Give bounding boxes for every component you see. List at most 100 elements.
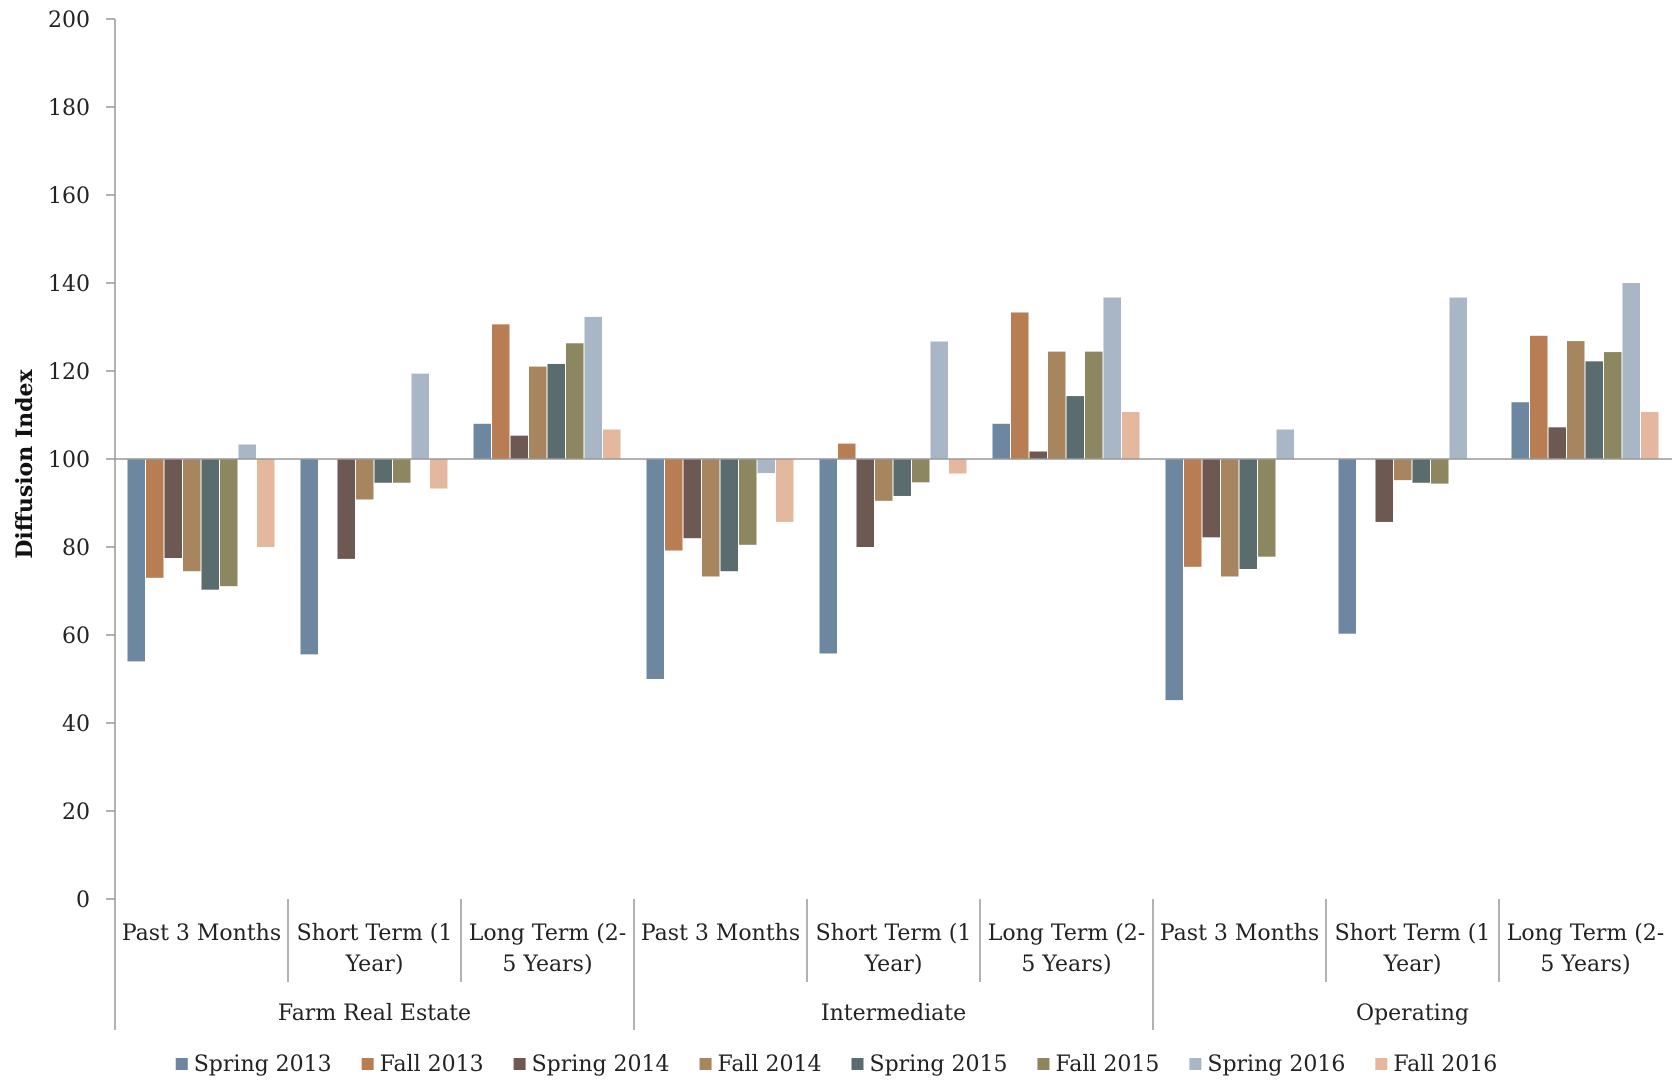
bars-layer — [127, 283, 1659, 701]
bar-spring-2015 — [893, 459, 911, 496]
y-tick-label: 40 — [62, 712, 90, 737]
legend-label: Fall 2015 — [1055, 1052, 1159, 1077]
bar-spring-2014 — [1202, 459, 1220, 538]
bar-fall-2014 — [1048, 351, 1066, 459]
bar-spring-2014 — [856, 459, 874, 547]
x-category-label: 5 Years) — [502, 952, 592, 977]
bar-spring-2013 — [127, 459, 145, 662]
bar-fall-2014 — [1221, 459, 1239, 577]
x-category-label: Short Term (1 — [816, 921, 972, 946]
bar-fall-2016 — [430, 459, 448, 489]
x-category-label: Past 3 Months — [641, 921, 800, 946]
bar-spring-2016 — [584, 316, 602, 459]
legend-swatch — [513, 1058, 526, 1070]
bar-spring-2016 — [1103, 297, 1121, 459]
bar-fall-2013 — [1184, 459, 1202, 567]
legend-label: Spring 2014 — [532, 1052, 670, 1077]
bar-spring-2014 — [1029, 451, 1047, 459]
bar-fall-2014 — [1567, 341, 1585, 459]
legend-swatch — [1037, 1058, 1050, 1070]
legend-label: Spring 2015 — [870, 1052, 1008, 1077]
legend: Spring 2013 Fall 2013 Spring 2014 Fall 2014… — [175, 1052, 1497, 1077]
x-category-label: Past 3 Months — [122, 921, 281, 946]
bar-spring-2015 — [1412, 459, 1430, 483]
bar-fall-2015 — [393, 459, 411, 483]
bar-spring-2015 — [1585, 361, 1603, 459]
x-group-label: Farm Real Estate — [278, 1001, 471, 1026]
bar-spring-2016 — [1622, 283, 1640, 459]
bar-spring-2015 — [720, 459, 738, 572]
x-category-label: Year) — [1383, 952, 1442, 977]
bar-fall-2014 — [875, 459, 893, 501]
x-category-label: Year) — [345, 952, 404, 977]
legend-label: Fall 2014 — [718, 1052, 822, 1077]
y-tick-label: 140 — [48, 272, 90, 297]
y-tick-label: 120 — [48, 360, 90, 385]
bar-fall-2015 — [739, 459, 757, 545]
bar-fall-2014 — [183, 459, 201, 572]
legend-swatch — [175, 1058, 188, 1070]
y-tick-label: 20 — [62, 800, 90, 825]
bar-fall-2014 — [1394, 459, 1412, 481]
bar-spring-2013 — [1165, 459, 1183, 701]
bar-fall-2015 — [912, 459, 930, 483]
y-axis-title: Diffusion Index — [12, 368, 38, 558]
bar-fall-2015 — [1604, 352, 1622, 459]
bar-spring-2014 — [1548, 427, 1566, 459]
x-category-label: Long Term (2- — [1507, 921, 1664, 946]
x-category-label: Long Term (2- — [988, 921, 1145, 946]
x-category-label: Short Term (1 — [1335, 921, 1491, 946]
bar-spring-2016 — [411, 373, 429, 459]
bar-fall-2015 — [1258, 459, 1276, 557]
bar-spring-2015 — [1066, 396, 1084, 459]
bar-spring-2016 — [1449, 297, 1467, 459]
bar-fall-2013 — [1530, 335, 1548, 459]
axes-layer — [106, 18, 1672, 1030]
legend-label: Spring 2013 — [194, 1052, 332, 1077]
labels-layer: 0 20 40 60 80 100 120 140 160 180 200 Diffusion Ind… — [12, 8, 1664, 1026]
bar-spring-2013 — [646, 459, 664, 679]
x-category-label: 5 Years) — [1540, 952, 1630, 977]
bar-spring-2013 — [819, 459, 837, 654]
legend-swatch — [361, 1058, 374, 1070]
bar-fall-2015 — [1431, 459, 1449, 484]
bar-spring-2014 — [164, 459, 182, 558]
bar-fall-2014 — [529, 366, 547, 459]
bar-fall-2014 — [702, 459, 720, 577]
y-tick-label: 200 — [48, 8, 90, 33]
bar-spring-2013 — [992, 423, 1010, 459]
legend-swatch — [1375, 1058, 1388, 1070]
bar-fall-2013 — [146, 459, 164, 578]
bar-spring-2016 — [1276, 429, 1294, 459]
legend-swatch — [851, 1058, 864, 1070]
x-group-label: Intermediate — [821, 1001, 966, 1026]
bar-spring-2015 — [547, 363, 565, 459]
bar-fall-2015 — [220, 459, 238, 587]
bar-spring-2013 — [1511, 402, 1529, 459]
x-category-label: Short Term (1 — [297, 921, 453, 946]
legend-label: Spring 2016 — [1207, 1052, 1345, 1077]
legend-swatch — [1189, 1058, 1202, 1070]
y-tick-label: 60 — [62, 624, 90, 649]
bar-spring-2014 — [1375, 459, 1393, 522]
bar-fall-2013 — [492, 324, 510, 459]
x-category-label: Past 3 Months — [1160, 921, 1319, 946]
bar-spring-2014 — [510, 435, 528, 459]
bar-fall-2016 — [257, 459, 275, 547]
legend-label: Fall 2016 — [1393, 1052, 1497, 1077]
bar-spring-2013 — [473, 423, 491, 459]
legend-swatch — [699, 1058, 712, 1070]
bar-fall-2013 — [665, 459, 683, 551]
y-tick-label: 100 — [48, 448, 90, 473]
y-tick-label: 180 — [48, 96, 90, 121]
bar-fall-2016 — [776, 459, 794, 522]
bar-fall-2015 — [1085, 351, 1103, 459]
bar-fall-2014 — [356, 459, 374, 500]
bar-fall-2016 — [603, 429, 621, 459]
x-category-label: Year) — [864, 952, 923, 977]
bar-spring-2016 — [930, 341, 948, 459]
bar-fall-2013 — [838, 443, 856, 459]
bar-fall-2016 — [1122, 411, 1140, 459]
